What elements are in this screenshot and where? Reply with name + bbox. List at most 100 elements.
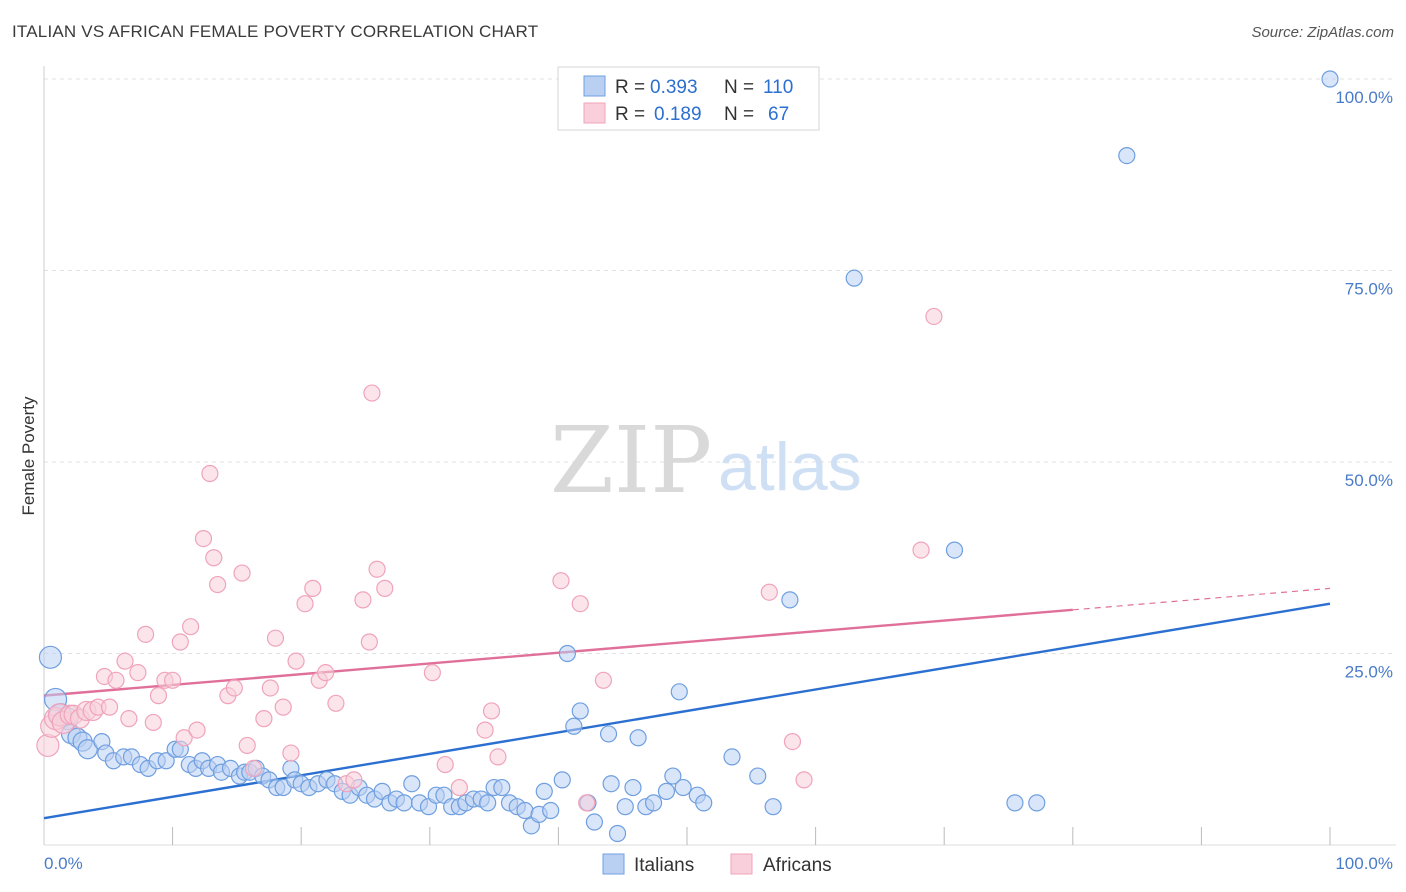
- bottom-legend-swatch-africans: [730, 853, 753, 875]
- point-africans-39: [282, 744, 300, 762]
- y-tick-label-0: 25.0%: [1345, 663, 1393, 682]
- stats-r-value-africans: 0.189: [654, 104, 702, 125]
- point-africans-59: [552, 572, 570, 590]
- point-africans-37: [266, 629, 285, 647]
- point-africans-50: [363, 384, 381, 402]
- point-africans-38: [274, 698, 292, 716]
- point-africans-44: [317, 664, 335, 682]
- x-tick-label-right: 100.0%: [1335, 854, 1393, 873]
- point-africans-40: [287, 652, 305, 670]
- point-africans-53: [423, 664, 441, 682]
- point-africans-62: [594, 671, 613, 689]
- bottom-legend-swatch-italians: [602, 853, 625, 875]
- point-italians-90: [723, 748, 741, 766]
- bottom-legend-label-africans: Africans: [763, 855, 832, 876]
- stats-r-value-italians: 0.393: [650, 77, 698, 98]
- point-italians-16: [157, 752, 175, 770]
- point-italians-68: [535, 782, 553, 800]
- y-axis-label: Female Poverty: [19, 396, 38, 516]
- point-africans-16: [129, 664, 147, 682]
- point-italians-94: [845, 269, 863, 287]
- point-italians-72: [565, 717, 583, 735]
- point-africans-57: [482, 702, 501, 720]
- point-italians-89: [695, 794, 713, 812]
- point-italians-65: [516, 801, 534, 820]
- y-tick-label-3: 100.0%: [1335, 88, 1393, 107]
- point-africans-0: [36, 733, 60, 758]
- point-africans-42: [304, 579, 322, 597]
- x-ticks: [172, 827, 1331, 845]
- bottom-legend: Italians Africans: [602, 853, 832, 876]
- point-italians-73: [571, 702, 589, 720]
- point-africans-19: [149, 687, 168, 705]
- point-italians-93: [781, 591, 799, 609]
- point-africans-55: [450, 778, 468, 797]
- point-africans-49: [360, 633, 378, 651]
- point-africans-12: [100, 698, 119, 716]
- point-italians-81: [629, 729, 647, 747]
- point-italians-80: [624, 778, 642, 797]
- point-italians-70: [553, 771, 571, 789]
- point-africans-13: [107, 671, 125, 689]
- watermark-atlas: atlas: [718, 429, 862, 505]
- point-italians-78: [608, 824, 627, 843]
- point-africans-18: [144, 713, 162, 732]
- point-africans-34: [245, 759, 263, 778]
- point-italians-92: [764, 798, 782, 816]
- point-italians-85: [664, 767, 682, 785]
- point-italians-79: [616, 798, 634, 816]
- point-italians-71: [558, 644, 577, 663]
- point-africans-32: [233, 564, 251, 582]
- stats-legend: R = 0.393 N = 110 R = 0.189 N = 67: [557, 66, 820, 131]
- point-italians-49: [395, 794, 413, 812]
- point-italians-97: [1028, 794, 1046, 812]
- point-africans-22: [171, 633, 189, 651]
- point-africans-26: [194, 529, 213, 548]
- point-africans-66: [912, 541, 930, 559]
- point-africans-17: [136, 625, 155, 643]
- point-africans-41: [296, 595, 314, 613]
- trend-line-africans: [43, 608, 1073, 697]
- point-africans-51: [368, 560, 386, 578]
- point-africans-35: [255, 710, 273, 728]
- point-africans-27: [201, 464, 219, 483]
- point-italians-91: [749, 767, 767, 785]
- stats-r-label-italians: R =: [615, 77, 645, 98]
- point-italians-87: [674, 778, 692, 797]
- point-africans-52: [376, 579, 394, 597]
- point-italians-83: [644, 794, 663, 812]
- point-italians-77: [602, 775, 620, 793]
- stats-n-label-italians: N =: [724, 77, 754, 98]
- point-italians-99: [1321, 70, 1339, 88]
- point-italians-84: [657, 782, 676, 800]
- point-africans-15: [120, 710, 138, 728]
- bottom-legend-label-italians: Italians: [634, 855, 694, 876]
- point-italians-69: [542, 801, 560, 820]
- watermark-zip: ZIP: [550, 407, 712, 514]
- point-italians-76: [599, 725, 618, 743]
- stats-n-value-italians: 110: [763, 77, 793, 98]
- stats-n-label-africans: N =: [724, 104, 754, 125]
- point-africans-56: [476, 721, 494, 739]
- point-italians-7: [77, 739, 98, 760]
- point-africans-36: [261, 679, 279, 697]
- point-africans-33: [238, 736, 256, 755]
- point-italians-62: [493, 778, 511, 797]
- point-africans-45: [327, 694, 345, 712]
- watermark: ZIP atlas: [550, 407, 862, 514]
- chart-title: ITALIAN VS AFRICAN FEMALE POVERTY CORREL…: [12, 22, 539, 41]
- point-italians-0: [38, 645, 63, 669]
- point-italians-86: [670, 683, 688, 701]
- point-italians-95: [945, 541, 964, 559]
- point-africans-31: [225, 679, 243, 697]
- point-africans-48: [354, 591, 372, 609]
- point-africans-67: [925, 307, 943, 326]
- y-tick-labels: 25.0% 50.0% 75.0% 100.0%: [1335, 88, 1393, 682]
- point-africans-58: [489, 748, 507, 766]
- point-italians-96: [1006, 794, 1024, 812]
- stats-legend-swatch-africans: [583, 102, 606, 124]
- y-tick-label-2: 75.0%: [1345, 280, 1393, 299]
- x-tick-label-left: 0.0%: [44, 854, 83, 873]
- point-africans-65: [795, 771, 813, 789]
